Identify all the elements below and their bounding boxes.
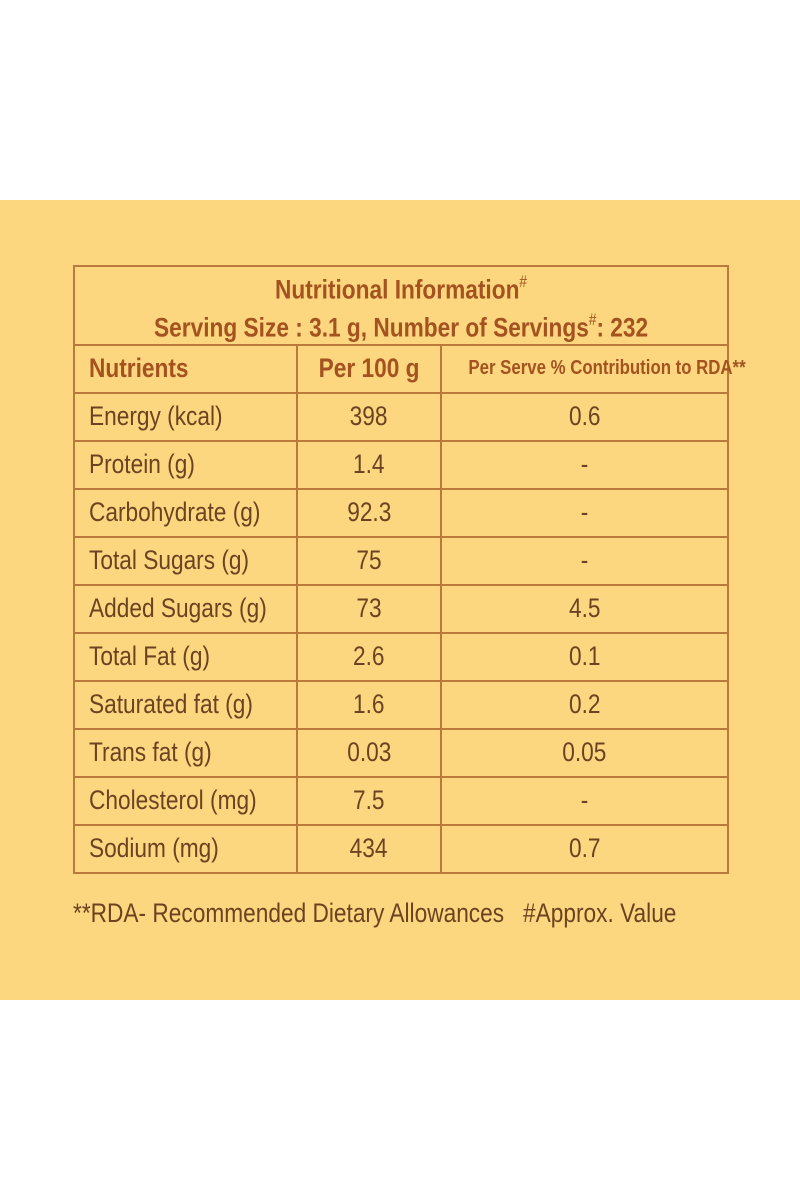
table-cell: Total Fat (g) xyxy=(73,631,298,682)
table-cell: Trans fat (g) xyxy=(73,727,298,778)
nutrient-value: 0.7 xyxy=(568,833,601,864)
table-cell: 2.6 xyxy=(296,631,442,682)
header-row: Nutrients Per 100 g Per Serve % Contribu… xyxy=(73,343,746,394)
nutrient-name: Cholesterol (mg) xyxy=(89,785,257,816)
table-cell: Sodium (mg) xyxy=(73,823,298,874)
table-cell: - xyxy=(440,487,729,538)
nutrient-name: Sodium (mg) xyxy=(89,833,219,864)
nutrient-value: - xyxy=(580,497,589,528)
nutrient-name: Added Sugars (g) xyxy=(89,593,267,624)
nutrient-value: - xyxy=(580,545,589,576)
table-cell: 92.3 xyxy=(296,487,442,538)
header-text: Per Serve % Contribution to RDA** xyxy=(468,357,746,380)
table-cell: Energy (kcal) xyxy=(73,391,298,442)
nutrient-value: 73 xyxy=(356,593,382,624)
nutrient-row: Added Sugars (g) 73 4.5 xyxy=(73,583,729,634)
title-line: Nutritional Information# xyxy=(275,267,527,305)
nutrient-value: 92.3 xyxy=(346,497,392,528)
nutrient-name: Saturated fat (g) xyxy=(89,689,253,720)
nutrient-row: Total Fat (g) 2.6 0.1 xyxy=(73,631,729,682)
nutrient-value: 0.03 xyxy=(346,737,392,768)
footer: **RDA- Recommended Dietary Allowances #A… xyxy=(73,898,733,929)
nutrient-name: Trans fat (g) xyxy=(89,737,212,768)
nutrient-value: 1.4 xyxy=(353,449,385,480)
header-cell: Nutrients xyxy=(73,343,298,394)
table-cell: 0.7 xyxy=(440,823,729,874)
nutrient-row: Total Sugars (g) 75 - xyxy=(73,535,729,586)
nutrition-panel: Nutritional Information# Serving Size : … xyxy=(73,265,746,874)
table-cell: 0.2 xyxy=(440,679,729,730)
table-cell: 75 xyxy=(296,535,442,586)
header-cell: Per Serve % Contribution to RDA** xyxy=(440,343,746,394)
nutrient-name: Total Sugars (g) xyxy=(89,545,250,576)
nutrient-row: Energy (kcal) 398 0.6 xyxy=(73,391,729,442)
nutrient-row: Protein (g) 1.4 - xyxy=(73,439,729,490)
nutrient-value: 0.05 xyxy=(562,737,607,768)
table-cell: Carbohydrate (g) xyxy=(73,487,298,538)
header-text: Nutrients xyxy=(89,353,189,384)
table-cell: - xyxy=(440,535,729,586)
table-cell: 73 xyxy=(296,583,442,634)
nutrient-name: Energy (kcal) xyxy=(89,401,223,432)
table-cell: 0.6 xyxy=(440,391,729,442)
nutrient-value: - xyxy=(580,449,589,480)
footer-line: **RDA- Recommended Dietary Allowances #A… xyxy=(73,898,676,929)
table-cell: Protein (g) xyxy=(73,439,298,490)
title-row: Nutritional Information# Serving Size : … xyxy=(73,265,729,346)
rda-note: **RDA- Recommended Dietary Allowances xyxy=(73,898,505,928)
table-cell: 1.6 xyxy=(296,679,442,730)
nutrient-row: Saturated fat (g) 1.6 0.2 xyxy=(73,679,729,730)
table-cell: Saturated fat (g) xyxy=(73,679,298,730)
title: Nutritional Information xyxy=(275,274,520,305)
nutrient-value: 398 xyxy=(350,401,388,432)
nutrient-value: 7.5 xyxy=(353,785,385,816)
nutrient-row: Sodium (mg) 434 0.7 xyxy=(73,823,729,874)
nutrient-value: 0.1 xyxy=(568,641,601,672)
table-cell: 7.5 xyxy=(296,775,442,826)
nutrient-value: 4.5 xyxy=(568,593,601,624)
serving-count: : 232 xyxy=(596,312,649,343)
table-cell: 0.05 xyxy=(440,727,729,778)
table-cell: 398 xyxy=(296,391,442,442)
serving-mark: # xyxy=(588,311,597,330)
nutrient-value: 2.6 xyxy=(353,641,385,672)
table-cell: 0.03 xyxy=(296,727,442,778)
nutrient-value: - xyxy=(580,785,589,816)
nutrient-row: Trans fat (g) 0.03 0.05 xyxy=(73,727,729,778)
nutrition-table: Nutritional Information# Serving Size : … xyxy=(73,265,746,874)
table-cell: Total Sugars (g) xyxy=(73,535,298,586)
nutrient-row: Carbohydrate (g) 92.3 - xyxy=(73,487,729,538)
title-cell: Nutritional Information# Serving Size : … xyxy=(73,265,729,346)
title-mark: # xyxy=(519,273,527,291)
serving: Serving Size : 3.1 g, Number of Servings xyxy=(153,312,589,343)
nutrient-value: 0.2 xyxy=(568,689,601,720)
table-cell: 4.5 xyxy=(440,583,729,634)
nutrient-name: Protein (g) xyxy=(89,449,195,480)
table-cell: Cholesterol (mg) xyxy=(73,775,298,826)
table-body: Nutritional Information# Serving Size : … xyxy=(73,265,746,874)
nutrient-row: Cholesterol (mg) 7.5 - xyxy=(73,775,729,826)
approx-note: #Approx. Value xyxy=(523,898,677,928)
nutrient-value: 75 xyxy=(356,545,382,576)
table-cell: Added Sugars (g) xyxy=(73,583,298,634)
serving-line: Serving Size : 3.1 g, Number of Servings… xyxy=(154,305,648,343)
table-cell: 1.4 xyxy=(296,439,442,490)
table-cell: - xyxy=(440,775,729,826)
nutrient-value: 0.6 xyxy=(568,401,601,432)
table-cell: 0.1 xyxy=(440,631,729,682)
header-text: Per 100 g xyxy=(318,353,420,384)
header-cell: Per 100 g xyxy=(296,343,442,394)
nutrient-name: Carbohydrate (g) xyxy=(89,497,261,528)
table-cell: 434 xyxy=(296,823,442,874)
table-cell: - xyxy=(440,439,729,490)
nutrient-name: Total Fat (g) xyxy=(89,641,210,672)
nutrient-value: 434 xyxy=(350,833,388,864)
nutrient-value: 1.6 xyxy=(353,689,385,720)
